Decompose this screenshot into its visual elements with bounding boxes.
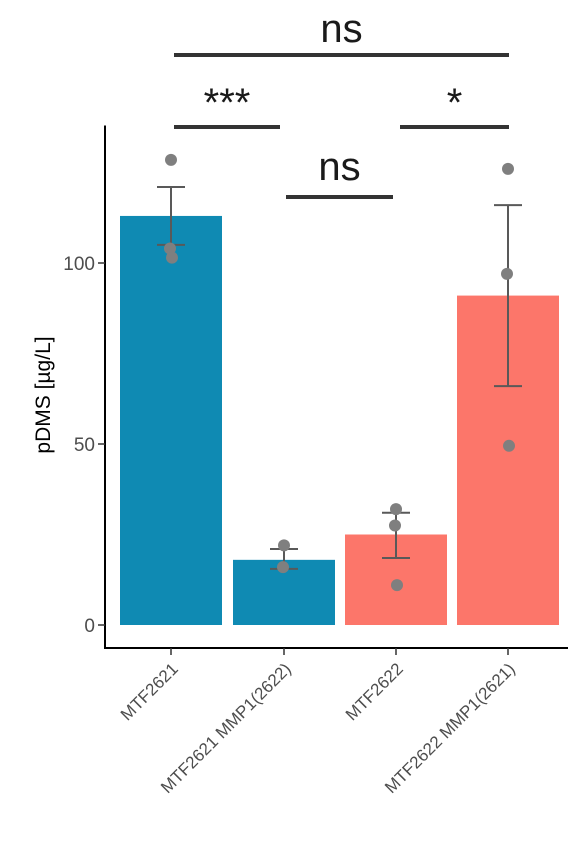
y-tick-label: 0 [84,616,95,637]
data-point [164,242,176,255]
y-tick-label: 50 [74,435,95,456]
significance-label: ns [318,145,360,189]
data-point [277,561,289,574]
significance-label: *** [204,81,251,125]
data-point [391,579,403,592]
significance-label: ns [320,7,362,51]
data-point [502,162,514,175]
y-tick-label: 100 [63,254,95,275]
y-axis-title: pDMS [µg/L] [32,336,55,453]
data-point [390,503,402,516]
x-tick-label: MTF2621 [117,659,182,724]
data-point [165,153,177,166]
x-tick-label: MTF2622 [342,659,407,724]
data-point [501,267,513,280]
x-tick-label: MTF2621 MMP1(2622) [157,659,295,797]
bar [120,215,222,625]
x-tick-label: MTF2622 MMP1(2621) [381,659,519,797]
data-point [278,539,290,552]
data-point [503,439,515,452]
significance-label: * [447,81,463,125]
data-point [166,251,178,264]
data-point [389,519,401,532]
